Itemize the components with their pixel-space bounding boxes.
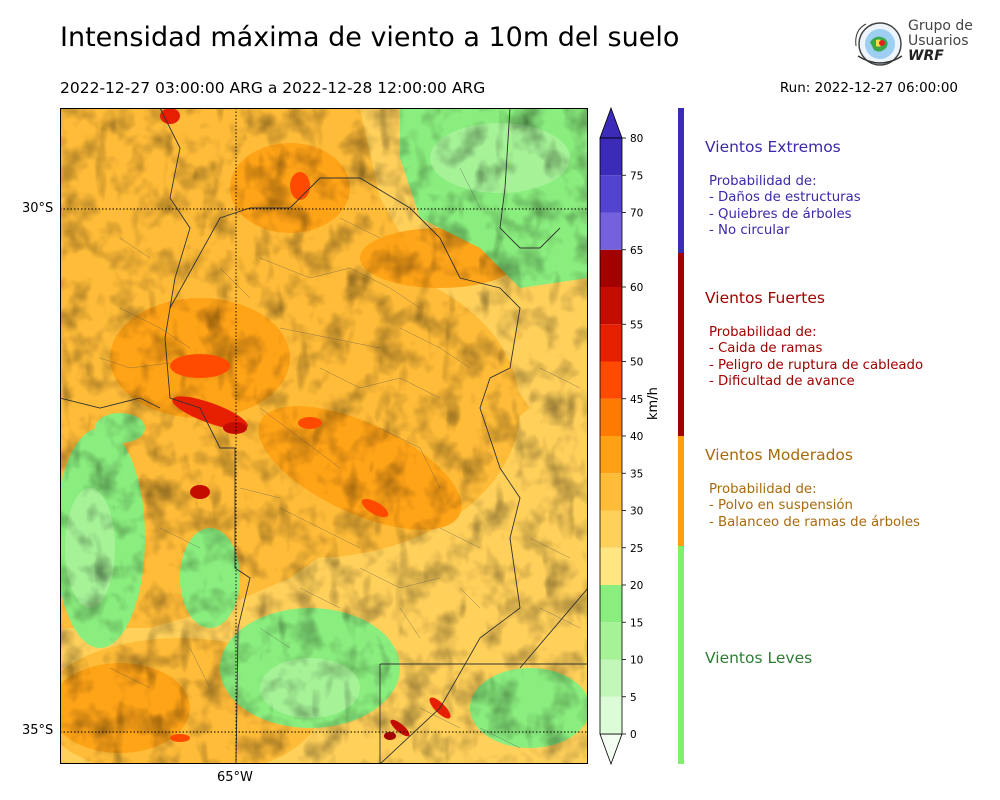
colorbar-tick-label: 50 bbox=[630, 357, 643, 369]
lon-label-65w: 65°W bbox=[217, 770, 253, 785]
category-line: - Daños de estructuras bbox=[709, 190, 861, 206]
category-bar-leves bbox=[678, 546, 684, 764]
category-fuertes: Vientos Fuertes Probabilidad de: - Caida… bbox=[705, 289, 923, 390]
colorbar-segment bbox=[600, 547, 622, 585]
category-description: Probabilidad de: - Daños de estructuras … bbox=[709, 174, 861, 239]
colorbar-segment bbox=[600, 659, 622, 697]
category-bar-moderados bbox=[678, 436, 684, 546]
category-extremos: Vientos Extremos Probabilidad de: - Daño… bbox=[705, 138, 861, 239]
colorbar-tick-label: 75 bbox=[630, 170, 643, 182]
colorbar-segment bbox=[600, 324, 622, 362]
colorbar-segment bbox=[600, 175, 622, 213]
colorbar-tick-label: 70 bbox=[630, 208, 643, 220]
colorbar-segment bbox=[600, 622, 622, 660]
colorbar-tick-label: 80 bbox=[630, 133, 643, 145]
map-title: Intensidad máxima de viento a 10m del su… bbox=[60, 22, 680, 53]
colorbar-segment bbox=[600, 287, 622, 325]
colorbar-segment bbox=[600, 436, 622, 474]
colorbar-tick-label: 0 bbox=[630, 729, 637, 741]
logo-line-3: WRF bbox=[908, 48, 944, 64]
category-description: Probabilidad de: - Polvo en suspensión -… bbox=[709, 482, 920, 531]
period-subtitle: 2022-12-27 03:00:00 ARG a 2022-12-28 12:… bbox=[60, 79, 486, 97]
colorbar: 0 5 10 15 20 25 30 35 40 45 50 55 60 65 70 75 80 bbox=[599, 106, 643, 766]
category-title: Vientos Extremos bbox=[705, 138, 841, 156]
category-line: - Polvo en suspensión bbox=[709, 498, 853, 514]
colorbar-tick-label: 10 bbox=[630, 655, 643, 667]
colorbar-segment bbox=[600, 510, 622, 548]
colorbar-tick-label: 65 bbox=[630, 245, 643, 257]
colorbar-tick-label: 55 bbox=[630, 319, 643, 331]
category-bar-extremos bbox=[678, 108, 684, 253]
wrf-logo-icon bbox=[855, 22, 903, 66]
category-line: - Caida de ramas bbox=[709, 341, 823, 357]
colorbar-segment bbox=[600, 138, 622, 176]
logo-line-1: Grupo de bbox=[908, 18, 973, 34]
category-title: Vientos Leves bbox=[705, 649, 813, 667]
logo-text: Grupo de Usuarios WRF bbox=[908, 19, 973, 64]
colorbar-tick-label: 40 bbox=[630, 431, 643, 443]
colorbar-tick-label: 25 bbox=[630, 543, 643, 555]
logo-line-2: Usuarios bbox=[908, 33, 969, 49]
category-line: Probabilidad de: bbox=[709, 482, 817, 497]
colorbar-extend-low bbox=[599, 733, 623, 766]
colorbar-segment bbox=[600, 212, 622, 250]
category-line: - Dificultad de avance bbox=[709, 373, 855, 389]
category-description: Probabilidad de: - Caida de ramas - Peli… bbox=[709, 325, 923, 390]
category-line: - Balanceo de ramas de árboles bbox=[709, 514, 920, 530]
category-line: - Peligro de ruptura de cableado bbox=[709, 357, 924, 373]
colorbar-tick-label: 20 bbox=[630, 580, 643, 592]
category-leves: Vientos Leves bbox=[705, 649, 812, 667]
category-moderados: Vientos Moderados Probabilidad de: - Pol… bbox=[705, 446, 920, 531]
colorbar-segment bbox=[600, 398, 622, 436]
category-line: Probabilidad de: bbox=[709, 174, 817, 189]
category-line: - Quiebres de árboles bbox=[709, 206, 852, 222]
colorbar-tick-label: 5 bbox=[630, 692, 637, 704]
colorbar-tick-label: 60 bbox=[630, 282, 643, 294]
colorbar-segment bbox=[600, 249, 622, 287]
colorbar-unit: km/h bbox=[646, 387, 661, 420]
colorbar-tick-label: 15 bbox=[630, 617, 643, 629]
colorbar-segment bbox=[600, 473, 622, 511]
colorbar-segment bbox=[600, 696, 622, 734]
wind-map bbox=[60, 108, 588, 764]
category-title: Vientos Fuertes bbox=[705, 289, 825, 307]
colorbar-tick-label: 35 bbox=[630, 468, 643, 480]
colorbar-segment bbox=[600, 361, 622, 399]
lat-label-30s: 30°S bbox=[22, 201, 54, 216]
category-line: Probabilidad de: bbox=[709, 325, 817, 340]
category-line: - No circular bbox=[709, 222, 790, 238]
run-timestamp: Run: 2022-12-27 06:00:00 bbox=[779, 80, 958, 96]
lat-label-35s: 35°S bbox=[22, 723, 54, 738]
colorbar-tick-label: 45 bbox=[630, 394, 643, 406]
category-title: Vientos Moderados bbox=[705, 446, 853, 464]
colorbar-tick-label: 30 bbox=[630, 506, 643, 518]
colorbar-segment bbox=[600, 585, 622, 623]
category-bar-fuertes bbox=[678, 253, 684, 436]
colorbar-extend-high bbox=[599, 106, 623, 139]
